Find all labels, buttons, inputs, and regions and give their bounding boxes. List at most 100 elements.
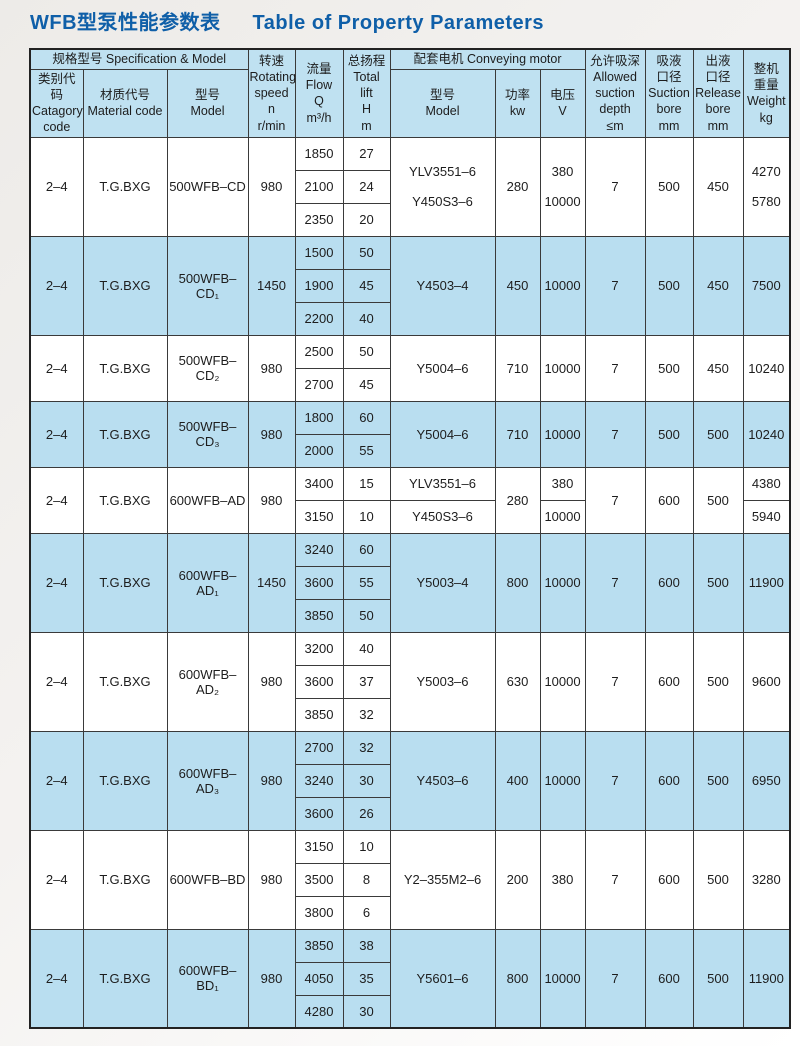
motor-model-header: 型号 Model <box>389 68 496 138</box>
table-body: 2–4 T.G.BXG 500WFB–CD 980 1850 27 YLV3551–6 Y4… <box>29 136 791 1029</box>
lift-cell: 40 <box>342 631 391 666</box>
table-row: 3800 6 <box>30 895 790 930</box>
weight-cell: 10240 <box>742 334 791 402</box>
depth-cell: 7 <box>584 400 646 468</box>
suction-cell: 500 <box>644 136 694 237</box>
flow-cell: 3150 <box>294 499 344 534</box>
power-cell: 630 <box>494 631 541 732</box>
model-cell: 500WFB–CD₂ <box>166 334 249 402</box>
material-cell: T.G.BXG <box>82 136 168 237</box>
depth-cell: 7 <box>584 466 646 534</box>
table-row: 2100 24 <box>30 169 790 204</box>
flow-cell: 3200 <box>294 631 344 666</box>
model-cell: 600WFB–BD <box>166 829 249 930</box>
lift-cell: 20 <box>342 202 391 237</box>
material-cell: T.G.BXG <box>82 730 168 831</box>
table-row: 2350 20 <box>30 202 790 237</box>
page-title-zh: WFB型泵性能参数表 <box>30 12 221 34</box>
flow-cell: 2500 <box>294 334 344 369</box>
material-cell: T.G.BXG <box>82 466 168 534</box>
voltage-cell: 380 <box>539 466 586 501</box>
speed-cell: 980 <box>247 730 296 831</box>
speed-cell: 980 <box>247 400 296 468</box>
model-cell: 500WFB–CD <box>166 136 249 237</box>
model-cell: 500WFB–CD₃ <box>166 400 249 468</box>
flow-cell: 3240 <box>294 763 344 798</box>
table-header: 规格型号 Specification & Model 转速 Rotating s… <box>29 48 791 138</box>
category-cell: 2–4 <box>29 928 84 1029</box>
flow-cell: 3150 <box>294 829 344 864</box>
power-header: 功率 kw <box>494 68 541 138</box>
motor-cell: Y4503–4 <box>389 235 496 336</box>
motor-group-header: 配套电机 Conveying motor <box>389 48 586 70</box>
lift-cell: 30 <box>342 763 391 798</box>
flow-cell: 2350 <box>294 202 344 237</box>
speed-cell: 980 <box>247 631 296 732</box>
category-cell: 2–4 <box>29 631 84 732</box>
flow-cell: 3850 <box>294 598 344 633</box>
property-parameters-table: 规格型号 Specification & Model 转速 Rotating s… <box>29 48 792 1029</box>
table-row: 2–4 T.G.BXG 600WFB–AD₃ 980 2700 32 Y4503–6 400 1… <box>29 730 791 831</box>
motor-cell: Y2–355M2–6 <box>389 829 496 930</box>
model-cell: 600WFB–AD₃ <box>166 730 249 831</box>
power-cell: 710 <box>494 334 541 402</box>
material-header: 材质代号 Material code <box>82 68 168 138</box>
lift-cell: 32 <box>342 730 391 765</box>
power-cell: 800 <box>494 928 541 1029</box>
depth-cell: 7 <box>584 829 646 930</box>
page-title: WFB型泵性能参数表 Table of Property Parameters <box>30 6 544 35</box>
lift-cell: 40 <box>342 301 391 336</box>
voltage-cell: 380 <box>539 829 586 930</box>
category-header: 类别代码 Catagory code <box>29 68 84 138</box>
flow-cell: 1800 <box>294 400 344 435</box>
voltage-cell: 10000 <box>539 400 586 468</box>
table-row: 2–4 T.G.BXG 600WFB–AD₁ 1450 3240 60 Y5003–4 800… <box>29 532 791 633</box>
voltage-cell: 10000 <box>539 928 586 1029</box>
material-cell: T.G.BXG <box>82 631 168 732</box>
lift-cell: 50 <box>342 235 391 270</box>
motor-cell: Y5601–6 <box>389 928 496 1029</box>
motor-cell: Y5003–4 <box>389 532 496 633</box>
voltage-cell: 10000 <box>539 532 586 633</box>
lift-header: 总扬程 Total lift H m <box>342 48 391 138</box>
lift-cell: 26 <box>342 796 391 831</box>
release-cell: 450 <box>692 235 744 336</box>
table-row: 2–4 T.G.BXG 600WFB–BD₁ 980 3850 38 Y5601–6 800 1… <box>29 928 791 1029</box>
category-cell: 2–4 <box>29 730 84 831</box>
model-cell: 600WFB–AD₁ <box>166 532 249 633</box>
flow-cell: 3800 <box>294 895 344 930</box>
flow-cell: 3600 <box>294 664 344 699</box>
weight-cell: 11900 <box>742 532 791 633</box>
table-row: 4280 30 <box>30 994 790 1029</box>
table-row: 3600 37 <box>30 664 790 699</box>
weight-cell: 6950 <box>742 730 791 831</box>
flow-cell: 3600 <box>294 796 344 831</box>
speed-cell: 980 <box>247 829 296 930</box>
lift-cell: 32 <box>342 697 391 732</box>
weight-cell: 3280 <box>742 829 791 930</box>
flow-cell: 2100 <box>294 169 344 204</box>
weight-cell: 4380 <box>742 466 791 501</box>
spec-group-header: 规格型号 Specification & Model <box>29 48 249 70</box>
table-row: 2–4 T.G.BXG 500WFB–CD₁ 1450 1500 50 Y4503–4 450… <box>29 235 791 336</box>
flow-cell: 4050 <box>294 961 344 996</box>
table-row: 2–4 T.G.BXG 600WFB–AD 980 3400 15 YLV3551–6 280… <box>29 466 791 534</box>
category-cell: 2–4 <box>29 400 84 468</box>
lift-cell: 55 <box>342 565 391 600</box>
lift-cell: 45 <box>342 268 391 303</box>
material-cell: T.G.BXG <box>82 532 168 633</box>
model-cell: 600WFB–AD₂ <box>166 631 249 732</box>
category-cell: 2–4 <box>29 235 84 336</box>
release-cell: 450 <box>692 136 744 237</box>
table-row: 2200 40 <box>30 301 790 336</box>
lift-cell: 45 <box>342 367 391 402</box>
depth-cell: 7 <box>584 928 646 1029</box>
power-cell: 710 <box>494 400 541 468</box>
voltage-cell: 10000 <box>539 334 586 402</box>
power-cell: 200 <box>494 829 541 930</box>
lift-cell: 10 <box>342 829 391 864</box>
table-row: 1900 45 <box>30 268 790 303</box>
suction-cell: 500 <box>644 235 694 336</box>
material-cell: T.G.BXG <box>82 334 168 402</box>
motor-cell: YLV3551–6 Y450S3–6 <box>389 136 496 237</box>
